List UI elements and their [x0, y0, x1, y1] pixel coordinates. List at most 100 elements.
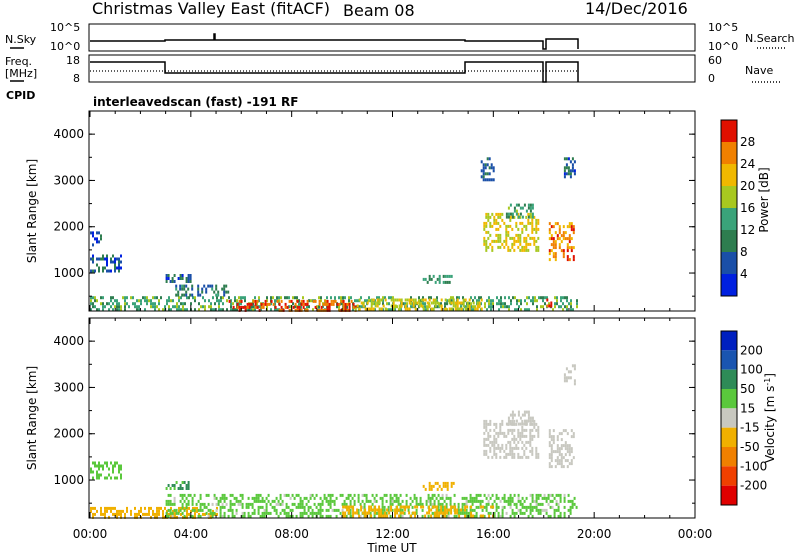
data-cell: [548, 252, 551, 256]
data-cell: [221, 287, 224, 291]
data-cell: [486, 163, 489, 167]
data-cell: [432, 505, 435, 509]
data-cell: [401, 508, 404, 512]
data-cell: [533, 425, 536, 429]
data-cell: [98, 476, 100, 480]
data-cell: [523, 422, 526, 426]
data-cell: [448, 508, 451, 512]
data-cell: [556, 450, 559, 454]
data-cell: [396, 511, 399, 515]
data-cell: [573, 379, 576, 383]
data-cell: [166, 299, 168, 303]
data-cell: [158, 506, 160, 510]
data-cell: [311, 511, 314, 515]
data-cell: [349, 493, 352, 497]
data-cell: [142, 512, 144, 516]
data-cell: [556, 438, 559, 442]
data-cell: [150, 515, 152, 519]
data-cell: [187, 493, 190, 497]
data-cell: [525, 410, 528, 414]
colorbar-tick-label: 4: [740, 267, 748, 281]
data-cell: [296, 308, 299, 312]
data-cell: [286, 296, 288, 300]
data-cell: [429, 499, 432, 503]
data-cell: [199, 496, 202, 500]
data-cell: [187, 484, 190, 487]
data-cell: [491, 443, 494, 447]
data-cell: [385, 499, 388, 503]
data-cell: [511, 428, 514, 432]
data-cell: [414, 511, 417, 515]
data-cell: [410, 302, 412, 306]
data-cell: [92, 231, 94, 235]
data-cell: [404, 508, 407, 512]
data-cell: [196, 509, 198, 513]
data-cell: [216, 296, 218, 300]
data-cell: [547, 496, 550, 500]
data-cell: [568, 225, 571, 229]
data-cell: [329, 514, 332, 518]
data-cell: [480, 175, 483, 179]
data-cell: [566, 432, 569, 436]
data-cell: [488, 178, 491, 182]
data-cell: [507, 416, 510, 420]
data-cell: [537, 455, 540, 459]
data-cell: [515, 446, 518, 450]
data-cell: [434, 304, 437, 308]
data-cell: [205, 493, 208, 497]
data-cell: [562, 302, 564, 306]
data-cell: [134, 512, 136, 516]
data-cell: [497, 443, 500, 447]
data-cell: [563, 505, 566, 509]
data-cell: [114, 512, 116, 516]
data-cell: [507, 422, 510, 426]
data-cell: [458, 307, 461, 311]
data-cell: [495, 437, 498, 441]
data-cell: [452, 304, 455, 308]
data-cell: [165, 499, 168, 503]
data-cell: [563, 172, 566, 176]
data-cell: [198, 302, 200, 306]
data-cell: [521, 446, 524, 450]
data-cell: [548, 462, 551, 466]
data-cell: [557, 502, 560, 506]
data-cell: [559, 514, 562, 518]
data-cell: [323, 493, 326, 497]
data-cell: [176, 515, 178, 519]
data-cell: [515, 437, 518, 441]
data-cell: [477, 493, 480, 497]
data-cell: [436, 481, 439, 485]
data-cell: [558, 225, 561, 229]
data-cell: [180, 308, 182, 312]
data-cell: [324, 299, 327, 303]
data-cell: [150, 506, 152, 510]
data-cell: [427, 496, 430, 500]
data-cell: [566, 258, 569, 262]
data-cell: [488, 172, 491, 176]
data-cell: [191, 496, 194, 500]
data-cell: [446, 274, 449, 278]
data-cell: [382, 302, 384, 306]
data-cell: [102, 257, 104, 261]
data-cell: [556, 302, 558, 306]
data-cell: [537, 496, 540, 500]
data-cell: [397, 496, 400, 500]
data-cell: [517, 508, 520, 512]
data-cell: [521, 206, 524, 210]
data-cell: [232, 305, 235, 309]
data-cell: [556, 462, 559, 466]
data-cell: [227, 514, 230, 518]
data-cell: [342, 514, 345, 518]
data-cell: [431, 496, 434, 500]
data-cell: [315, 505, 318, 509]
data-cell: [198, 308, 200, 312]
data-cell: [568, 258, 571, 262]
data-cell: [294, 308, 297, 312]
data-cell: [160, 506, 162, 510]
data-cell: [169, 508, 172, 512]
data-cell: [345, 496, 348, 500]
data-cell: [205, 505, 208, 509]
data-cell: [511, 431, 514, 435]
data-cell: [499, 446, 502, 450]
